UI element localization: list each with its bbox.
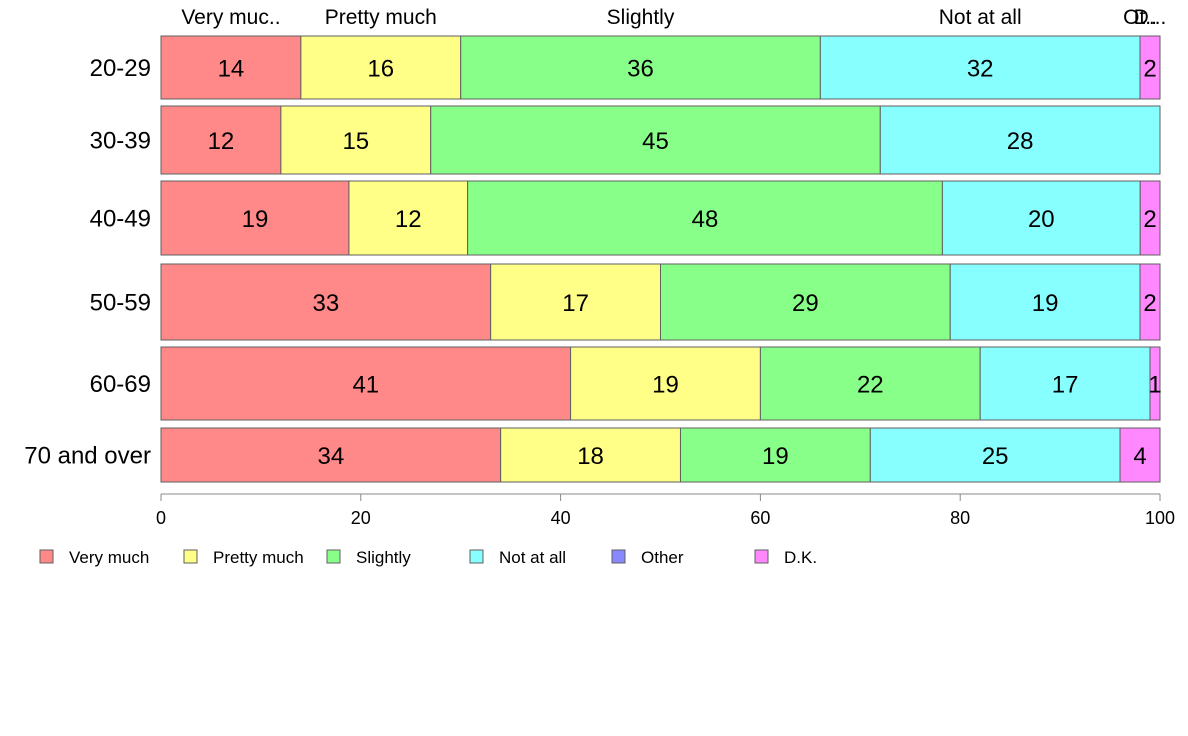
segment-value-label: 16 — [367, 56, 394, 83]
category-labels-layer: 20-29 30-39 40-49 50-59 60-69 70 and over — [24, 55, 151, 470]
category-label: 50-59 — [90, 290, 151, 317]
segment-value-label: 15 — [342, 128, 369, 155]
legend-item-slightly: Slightly — [326, 548, 411, 567]
legend-label: Other — [641, 548, 684, 567]
segment-value-label: 19 — [762, 443, 789, 470]
bar-segment-40-49-not-at-all — [941, 180, 1141, 256]
segment-value-label: 18 — [577, 443, 604, 470]
bar-segment-60-69-pretty-much — [570, 346, 761, 421]
bar-segment-30-39-very-much — [160, 105, 282, 175]
segment-value-label: 14 — [218, 56, 245, 83]
legend-swatch — [754, 549, 769, 564]
segment-value-label: 1 — [1148, 372, 1161, 399]
segment-value-label: 48 — [692, 206, 719, 233]
segment-value-label: 29 — [792, 290, 819, 317]
segment-value-label: 22 — [857, 372, 884, 399]
bar-segment-20-29-very-much — [160, 35, 302, 100]
segment-value-label: 41 — [352, 372, 379, 399]
legend-item-other: Other — [611, 548, 684, 567]
segment-value-label: 25 — [982, 443, 1009, 470]
segment-value-label: 2 — [1143, 56, 1156, 83]
legend-label: Very much — [69, 548, 149, 567]
x-tick-label: 0 — [156, 508, 166, 528]
segment-value-label: 20 — [1028, 206, 1055, 233]
bar-segment-60-69-very-much — [160, 346, 572, 421]
segment-value-label: 32 — [967, 56, 994, 83]
segment-value-label: 28 — [1007, 128, 1034, 155]
legend-item-not-at-all: Not at all — [469, 548, 566, 567]
bar-segment-70-and-over-pretty-much — [500, 427, 681, 483]
x-tick-label: 100 — [1145, 508, 1175, 528]
segment-value-label: 36 — [627, 56, 654, 83]
segment-value-label: 17 — [1052, 372, 1079, 399]
legend-item-very-much: Very much — [39, 548, 149, 567]
top-series-label: D... — [1134, 6, 1167, 29]
bar-segment-50-59-d-k- — [1139, 263, 1161, 341]
bar-segment-40-49-slightly — [467, 180, 943, 256]
bar-segment-60-69-d-k- — [1149, 346, 1161, 421]
bar-segment-70-and-over-d-k- — [1119, 427, 1161, 483]
bars-layer — [160, 35, 1161, 483]
legend-label: Pretty much — [213, 548, 304, 567]
legend-label: Not at all — [499, 548, 566, 567]
x-tick-label: 40 — [551, 508, 571, 528]
bar-segment-70-and-over-not-at-all — [869, 427, 1121, 483]
x-tick-label: 20 — [351, 508, 371, 528]
segment-value-label: 19 — [1032, 290, 1059, 317]
top-series-label: Not at all — [939, 6, 1022, 29]
bar-segment-50-59-very-much — [160, 263, 492, 341]
legend-label: Slightly — [356, 548, 411, 567]
bar-segment-40-49-d-k- — [1139, 180, 1161, 256]
top-series-label: Ot.. — [1123, 6, 1157, 29]
category-label: 70 and over — [24, 443, 151, 470]
bar-segment-60-69-slightly — [759, 346, 981, 421]
category-label: 60-69 — [90, 371, 151, 398]
top-series-label: Pretty much — [325, 6, 437, 29]
segment-value-label: 34 — [317, 443, 344, 470]
category-label: 40-49 — [90, 206, 151, 233]
legend-swatch — [611, 549, 626, 564]
legend-swatch — [326, 549, 341, 564]
segment-value-label: 33 — [312, 290, 339, 317]
top-series-label: Very muc.. — [181, 6, 280, 29]
bar-segment-20-29-pretty-much — [300, 35, 462, 100]
category-label: 20-29 — [90, 55, 151, 82]
category-label: 30-39 — [90, 128, 151, 155]
bar-segment-30-39-pretty-much — [280, 105, 432, 175]
bar-segment-70-and-over-very-much — [160, 427, 502, 483]
bar-segment-30-39-slightly — [430, 105, 881, 175]
x-tick-label: 60 — [750, 508, 770, 528]
bar-segment-20-29-d-k- — [1139, 35, 1161, 100]
legend: Very much Pretty much Slightly Not at all Ot… — [39, 548, 817, 567]
legend-item-pretty-much: Pretty much — [183, 548, 304, 567]
top-labels-layer: Very muc.. Pretty much Slightly Not at all O… — [181, 6, 1166, 29]
bar-segment-40-49-pretty-much — [348, 180, 469, 256]
legend-label: D.K. — [784, 548, 817, 567]
bar-segment-30-39-not-at-all — [879, 105, 1161, 175]
segment-value-label: 45 — [642, 128, 669, 155]
segment-value-label: 17 — [562, 290, 589, 317]
segment-value-label: 19 — [652, 372, 679, 399]
segment-value-label: 19 — [242, 206, 269, 233]
bar-segment-20-29-slightly — [460, 35, 821, 100]
segment-value-label: 12 — [208, 128, 235, 155]
legend-swatch — [469, 549, 484, 564]
segment-value-label: 12 — [395, 206, 422, 233]
segment-value-label: 4 — [1133, 443, 1146, 470]
bar-segment-50-59-pretty-much — [490, 263, 662, 341]
legend-swatch — [183, 549, 198, 564]
top-series-label: Slightly — [607, 6, 675, 29]
segment-value-label: 2 — [1143, 290, 1156, 317]
bar-segment-20-29-not-at-all — [819, 35, 1141, 100]
legend-item-d-k-: D.K. — [754, 548, 817, 567]
x-tick-label: 80 — [950, 508, 970, 528]
legend-swatch — [39, 549, 54, 564]
segment-value-label: 2 — [1143, 206, 1156, 233]
bar-segment-40-49-very-much — [160, 180, 350, 256]
x-axis: 0 20 40 60 80 100 — [156, 493, 1175, 528]
